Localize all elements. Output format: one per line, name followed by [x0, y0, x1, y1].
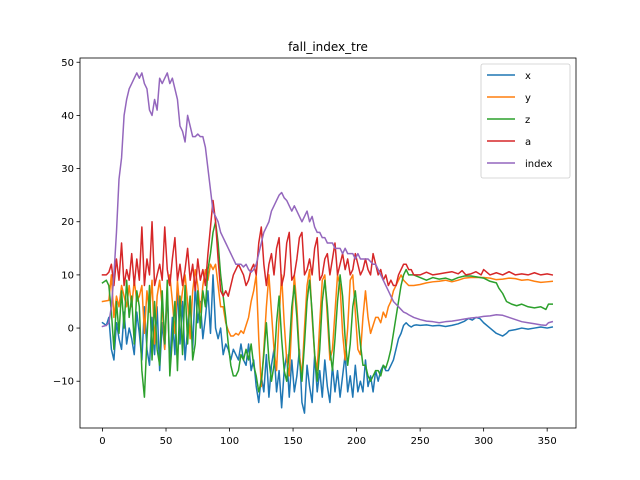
y-tick-label: 10: [61, 270, 74, 281]
series-line-a: [101, 199, 554, 297]
x-tick-label: 350: [538, 436, 557, 447]
y-tick-label: 0: [68, 324, 74, 335]
y-tick-label: 30: [61, 164, 74, 175]
chart-title: fall_index_tre: [288, 40, 368, 54]
x-tick-label: 50: [160, 436, 173, 447]
y-tick-label: 40: [61, 111, 74, 122]
plot-frame: [79, 57, 577, 429]
y-tick-label: 20: [61, 217, 74, 228]
legend-label-a: a: [525, 137, 531, 148]
legend-label-index: index: [525, 159, 552, 170]
x-tick-label: 0: [99, 436, 105, 447]
x-tick-label: 150: [284, 436, 303, 447]
y-tick-label: −10: [53, 377, 74, 388]
legend-label-y: y: [525, 93, 531, 104]
legend-label-x: x: [525, 71, 531, 82]
x-tick-label: 300: [474, 436, 493, 447]
x-tick-label: 200: [347, 436, 366, 447]
y-tick-label: 50: [61, 58, 74, 69]
series-line-z: [101, 220, 553, 398]
legend-box: [480, 63, 571, 179]
axes-layer: 0 50 100 150 200 250 300 350 −10 0 10 20 30 40 50: [53, 58, 557, 447]
series-layer: [101, 72, 554, 414]
x-tick-label: 250: [411, 436, 430, 447]
x-tick-label: 100: [220, 436, 239, 447]
series-line-index: [101, 72, 554, 328]
legend-label-z: z: [525, 115, 530, 126]
